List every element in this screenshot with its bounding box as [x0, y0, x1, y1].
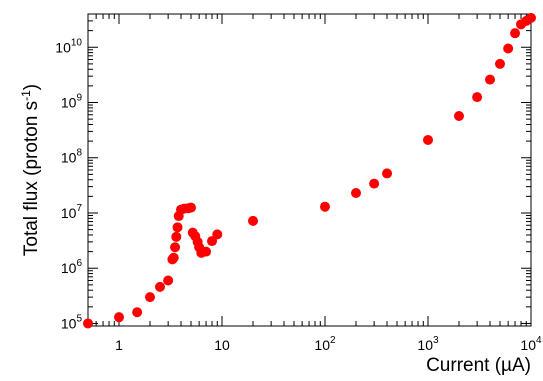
- x-tick-label: 102: [314, 335, 336, 353]
- data-point: [168, 252, 179, 263]
- y-tick-label-base: 10: [61, 150, 77, 166]
- data-point: [154, 281, 165, 292]
- data-point: [494, 58, 505, 69]
- data-point: [170, 242, 181, 253]
- data-point: [145, 292, 156, 303]
- x-axis-title: Current (µA): [426, 355, 531, 376]
- data-point: [212, 229, 223, 240]
- data-point: [132, 307, 143, 318]
- data-point: [369, 178, 380, 189]
- x-tick-label-exp: 3: [433, 335, 439, 346]
- data-point: [114, 312, 125, 323]
- y-tick-label: 1010: [55, 37, 82, 55]
- y-tick-label-base: 10: [61, 260, 77, 276]
- x-tick-label: 103: [417, 335, 439, 353]
- data-point: [201, 246, 212, 257]
- y-tick-label-exp: 7: [76, 203, 82, 214]
- y-tick-label-base: 10: [61, 315, 77, 331]
- y-tick-label: 107: [61, 203, 83, 221]
- data-point: [423, 134, 434, 145]
- y-tick-label: 109: [61, 93, 83, 111]
- y-tick-label: 105: [61, 313, 83, 331]
- y-tick-label-base: 10: [61, 95, 77, 111]
- data-point: [83, 318, 93, 329]
- y-tick-label-exp: 6: [76, 258, 82, 269]
- y-tick-label-exp: 5: [76, 313, 82, 324]
- y-axis-title: Total flux (proton s-1): [19, 84, 42, 256]
- data-point: [526, 12, 536, 23]
- y-tick-label-exp: 10: [71, 37, 83, 48]
- y-axis-title-sup: -1: [19, 90, 33, 101]
- y-tick-label: 106: [61, 258, 83, 276]
- data-point: [172, 222, 183, 233]
- x-tick-labels: 1 10 102 103 104: [115, 335, 542, 353]
- x-tick-label-base: 10: [520, 337, 536, 353]
- x-tick-label-exp: 4: [536, 335, 542, 346]
- data-point: [248, 215, 259, 226]
- y-axis-title-main: Total flux (proton s: [21, 101, 42, 256]
- x-tick-label-base: 1: [115, 337, 123, 353]
- data-point: [510, 28, 521, 39]
- y-tick-label-base: 10: [55, 39, 71, 55]
- data-point: [472, 92, 483, 103]
- x-tick-label-base: 10: [417, 337, 433, 353]
- data-point: [163, 275, 174, 286]
- data-point: [503, 43, 514, 54]
- x-tick-label-base: 10: [314, 337, 330, 353]
- plot-frame: [87, 13, 532, 327]
- data-point: [185, 202, 196, 213]
- data-points: [83, 12, 536, 329]
- x-tick-label: 10: [214, 337, 230, 353]
- y-tick-label-exp: 9: [76, 93, 82, 104]
- data-point: [454, 110, 465, 121]
- x-tick-label-base: 10: [214, 337, 230, 353]
- x-tick-label-exp: 2: [330, 335, 336, 346]
- data-point: [351, 188, 362, 199]
- data-point: [485, 74, 496, 85]
- y-tick-label-exp: 8: [76, 148, 82, 159]
- y-tick-label-base: 10: [61, 205, 77, 221]
- data-point: [171, 231, 182, 242]
- data-point: [207, 236, 218, 247]
- data-point: [382, 168, 393, 179]
- y-axis-title-close: ): [21, 84, 42, 90]
- x-tick-label: 1: [115, 337, 123, 353]
- axis-ticks: [87, 13, 532, 327]
- y-tick-label: 108: [61, 148, 83, 166]
- x-tick-label: 104: [520, 335, 542, 353]
- data-point: [320, 201, 331, 212]
